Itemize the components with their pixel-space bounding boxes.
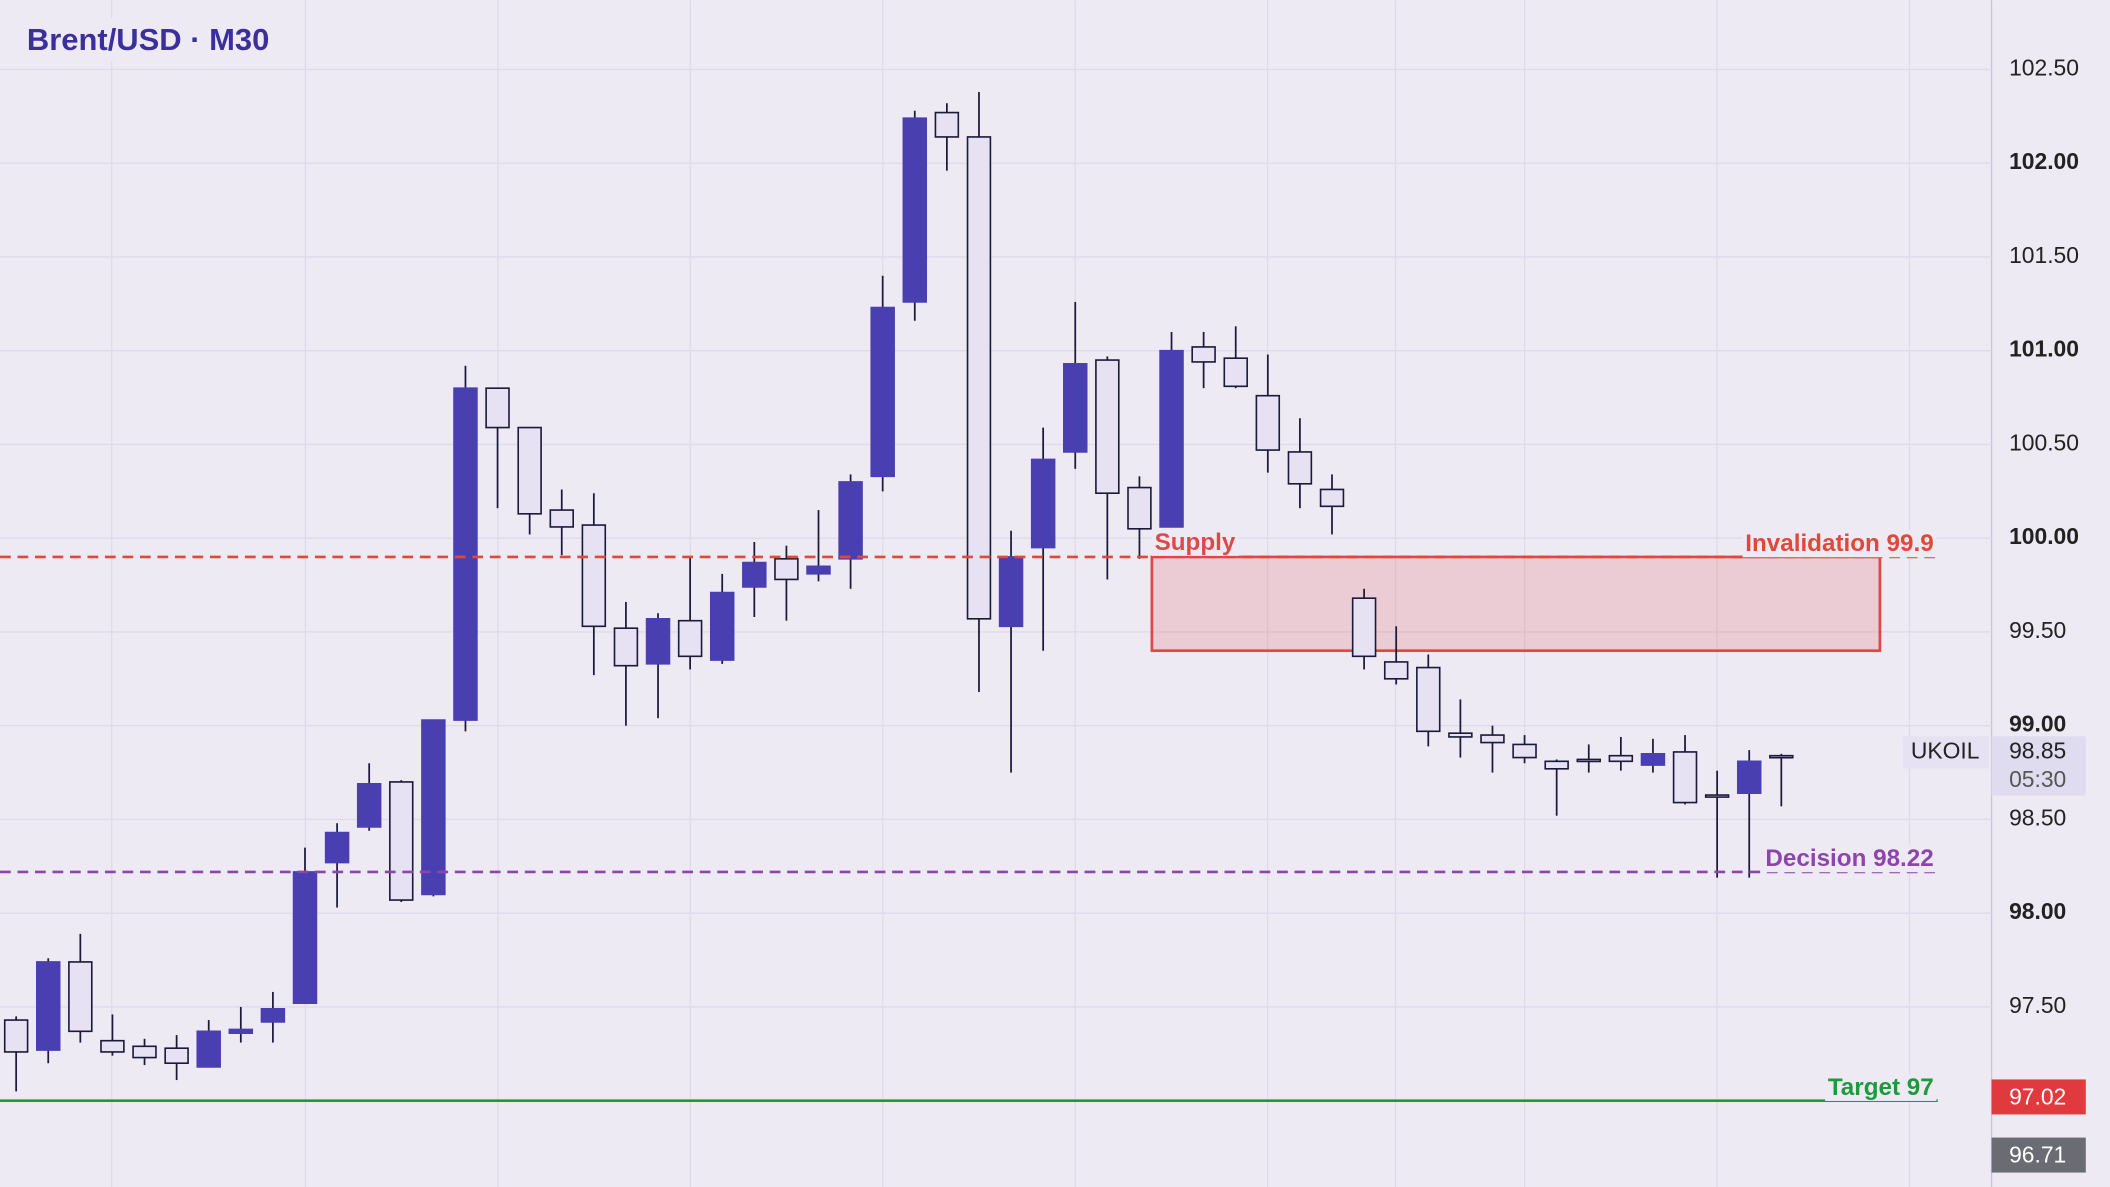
y-tick-label: 101.50 [2009, 242, 2079, 268]
candle-body [1063, 363, 1088, 453]
y-tick-label: 100.50 [2009, 429, 2079, 455]
level-label: Decision 98.22 [1765, 845, 1933, 872]
candle-body [613, 627, 639, 667]
candle-body [1704, 794, 1730, 798]
candle-body [485, 387, 510, 429]
candle-body [1672, 751, 1698, 804]
candle-body [421, 719, 446, 896]
candle-body [1640, 753, 1666, 766]
candle-body [100, 1039, 125, 1053]
y-tick-label: 98.50 [2009, 804, 2066, 830]
chart-title: Brent/USD · M30 [27, 22, 269, 57]
candle-body [517, 426, 542, 515]
y-tick-label: 102.00 [2009, 148, 2079, 174]
price-tag [1991, 1079, 2086, 1115]
candle-body [1416, 666, 1441, 733]
candle-body [228, 1028, 254, 1034]
candle-body [1448, 732, 1473, 738]
zone-label: Supply [1155, 529, 1236, 556]
candle-body [1287, 451, 1313, 485]
candle-body [1191, 346, 1216, 363]
candle-body [1544, 760, 1569, 770]
candle-body [389, 781, 414, 901]
candle-body [1608, 754, 1634, 763]
price-tag-label: 97.02 [2009, 1083, 2066, 1109]
candle-body [260, 1008, 286, 1023]
candle-body [3, 1019, 29, 1053]
level-label: Target 97 [1828, 1074, 1934, 1101]
candle-body [35, 961, 61, 1051]
y-tick-label: 99.00 [2009, 711, 2066, 737]
supply-zone [1150, 555, 1882, 653]
candle-body [806, 565, 831, 575]
y-tick-label: 101.00 [2009, 336, 2079, 362]
candle-body [1512, 743, 1537, 759]
y-tick-label: 98.00 [2009, 898, 2066, 924]
y-tick-label: 99.50 [2009, 617, 2066, 643]
candle-body [774, 558, 799, 581]
symbol-label: UKOIL [1911, 738, 1980, 764]
title-bg [18, 17, 278, 61]
candle-body [581, 524, 607, 628]
candle-body [870, 306, 895, 478]
label-bg [1762, 845, 1937, 873]
candle-body [356, 783, 382, 828]
candle-body [677, 619, 703, 658]
candle-body [966, 136, 992, 620]
candle-body [1030, 458, 1056, 549]
candle-body [934, 111, 960, 138]
price-tag [1991, 1137, 2086, 1173]
candle-body [838, 481, 863, 560]
candle-body [1576, 758, 1602, 763]
level-label: Invalidation 99.9 [1745, 530, 1933, 557]
candle-body [1127, 486, 1152, 530]
label-bg [1825, 1073, 1937, 1101]
price-tag-label: 96.71 [2009, 1141, 2066, 1167]
candle-body [1769, 754, 1794, 759]
candle-body [1383, 661, 1409, 680]
candle-body [1351, 597, 1377, 658]
last-price-label: 98.85 [2009, 738, 2066, 764]
candle-body [1159, 349, 1184, 528]
candle-body [742, 561, 767, 588]
candle-body [1736, 760, 1762, 794]
last-price-box [1991, 736, 2086, 796]
candle-body [645, 618, 671, 665]
candle-body [1480, 734, 1505, 744]
symbol-box [1902, 736, 1989, 769]
y-tick-label: 102.50 [2009, 54, 2079, 80]
label-bg [1742, 530, 1937, 558]
candle-body [196, 1030, 221, 1068]
candle-body [1255, 394, 1281, 451]
candle-body [132, 1045, 157, 1059]
candle-body [1319, 488, 1345, 508]
y-tick-label: 97.50 [2009, 992, 2066, 1018]
candle-body [1095, 359, 1120, 494]
label-bg [1151, 528, 1239, 556]
candle-body [902, 117, 928, 303]
countdown-label: 05:30 [2009, 766, 2066, 792]
candle-body [68, 961, 93, 1033]
candle-body [709, 591, 735, 661]
candle-body [549, 509, 574, 528]
candle-body [1223, 357, 1248, 388]
y-tick-label: 100.00 [2009, 523, 2079, 549]
candle-body [998, 556, 1024, 628]
candle-body [164, 1047, 189, 1064]
candle-body [453, 387, 478, 721]
candle-body [324, 831, 350, 864]
candle-body [292, 871, 318, 1004]
